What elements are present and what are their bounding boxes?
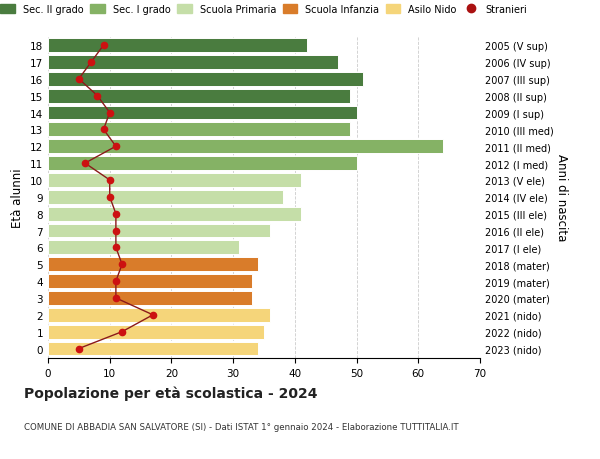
Bar (48, 224, 270, 238)
Bar (48, 56, 338, 70)
Text: COMUNE DI ABBADIA SAN SALVATORE (SI) - Dati ISTAT 1° gennaio 2024 - Elaborazione: COMUNE DI ABBADIA SAN SALVATORE (SI) - D… (24, 422, 458, 431)
Legend: Sec. II grado, Sec. I grado, Scuola Primaria, Scuola Infanzia, Asilo Nido, Stran: Sec. II grado, Sec. I grado, Scuola Prim… (1, 5, 527, 15)
Bar (48, 241, 239, 255)
Bar (48, 207, 301, 221)
Bar (48, 157, 356, 171)
Y-axis label: Anni di nascita: Anni di nascita (554, 154, 568, 241)
Y-axis label: Età alunni: Età alunni (11, 168, 25, 227)
Bar (48, 140, 443, 154)
Bar (48, 90, 350, 103)
Bar (48, 73, 363, 86)
Bar (48, 258, 258, 272)
Bar (48, 39, 307, 53)
Bar (48, 174, 301, 187)
Bar (48, 123, 350, 137)
Bar (48, 291, 251, 305)
Text: Popolazione per età scolastica - 2024: Popolazione per età scolastica - 2024 (24, 386, 317, 400)
Bar (48, 106, 356, 120)
Bar (48, 274, 251, 288)
Bar (48, 342, 258, 356)
Bar (48, 190, 283, 204)
Bar (48, 308, 270, 322)
Bar (48, 325, 264, 339)
